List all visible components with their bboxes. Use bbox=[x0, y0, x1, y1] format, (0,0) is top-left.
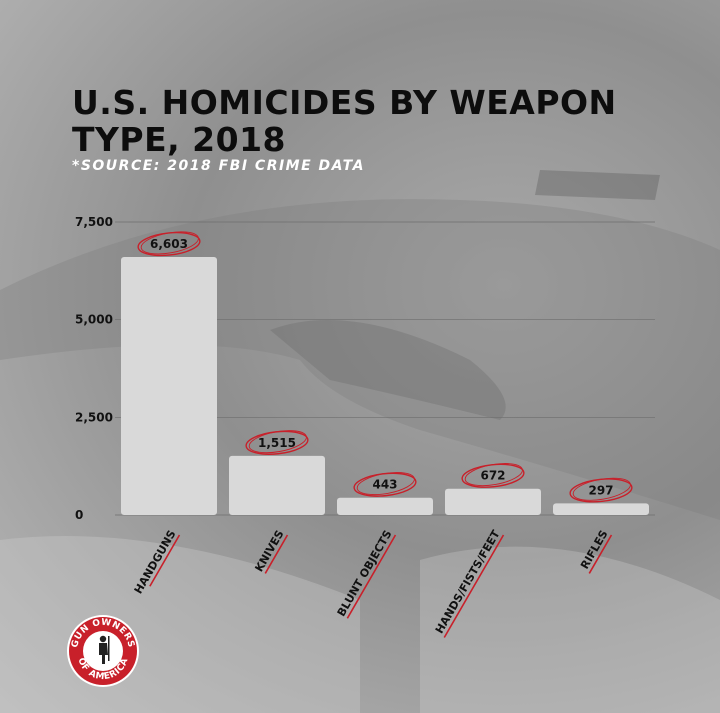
bar bbox=[553, 503, 649, 515]
label-underline bbox=[149, 534, 181, 587]
bar bbox=[229, 455, 325, 515]
label-underline bbox=[588, 534, 613, 574]
y-tick-label: 0 bbox=[75, 508, 83, 522]
value-circle bbox=[356, 472, 415, 496]
label-underline bbox=[346, 534, 397, 619]
gun-owners-of-america-logo: GUN OWNERS OF AMERICA bbox=[67, 615, 139, 687]
data-label: 1,515 bbox=[258, 436, 296, 450]
bar bbox=[337, 497, 433, 515]
data-label: 297 bbox=[588, 483, 613, 497]
x-tick-label: HANDS/FISTS/FEET bbox=[433, 528, 503, 636]
bar bbox=[445, 488, 541, 515]
x-tick-label: BLUNT OBJECTS bbox=[335, 528, 395, 619]
value-circle bbox=[464, 463, 523, 487]
chart-title: U.S. HOMICIDES BY WEAPON TYPE, 2018 bbox=[72, 83, 617, 159]
value-circle bbox=[572, 477, 631, 501]
y-tick-label: 7,500 bbox=[75, 215, 113, 229]
y-tick-label: 5,000 bbox=[75, 313, 113, 327]
x-tick-label: HANDGUNS bbox=[132, 528, 179, 596]
label-underline bbox=[264, 534, 289, 574]
bar bbox=[121, 257, 217, 515]
label-underline bbox=[443, 534, 505, 638]
value-circle bbox=[140, 231, 199, 255]
y-tick-label: 2,500 bbox=[75, 410, 113, 424]
data-label: 672 bbox=[480, 469, 505, 483]
data-label: 443 bbox=[372, 478, 397, 492]
chart-subtitle: *SOURCE: 2018 FBI CRIME DATA bbox=[72, 158, 365, 174]
data-label: 6,603 bbox=[150, 237, 188, 251]
minuteman-icon bbox=[99, 635, 110, 664]
value-circle bbox=[248, 430, 307, 454]
